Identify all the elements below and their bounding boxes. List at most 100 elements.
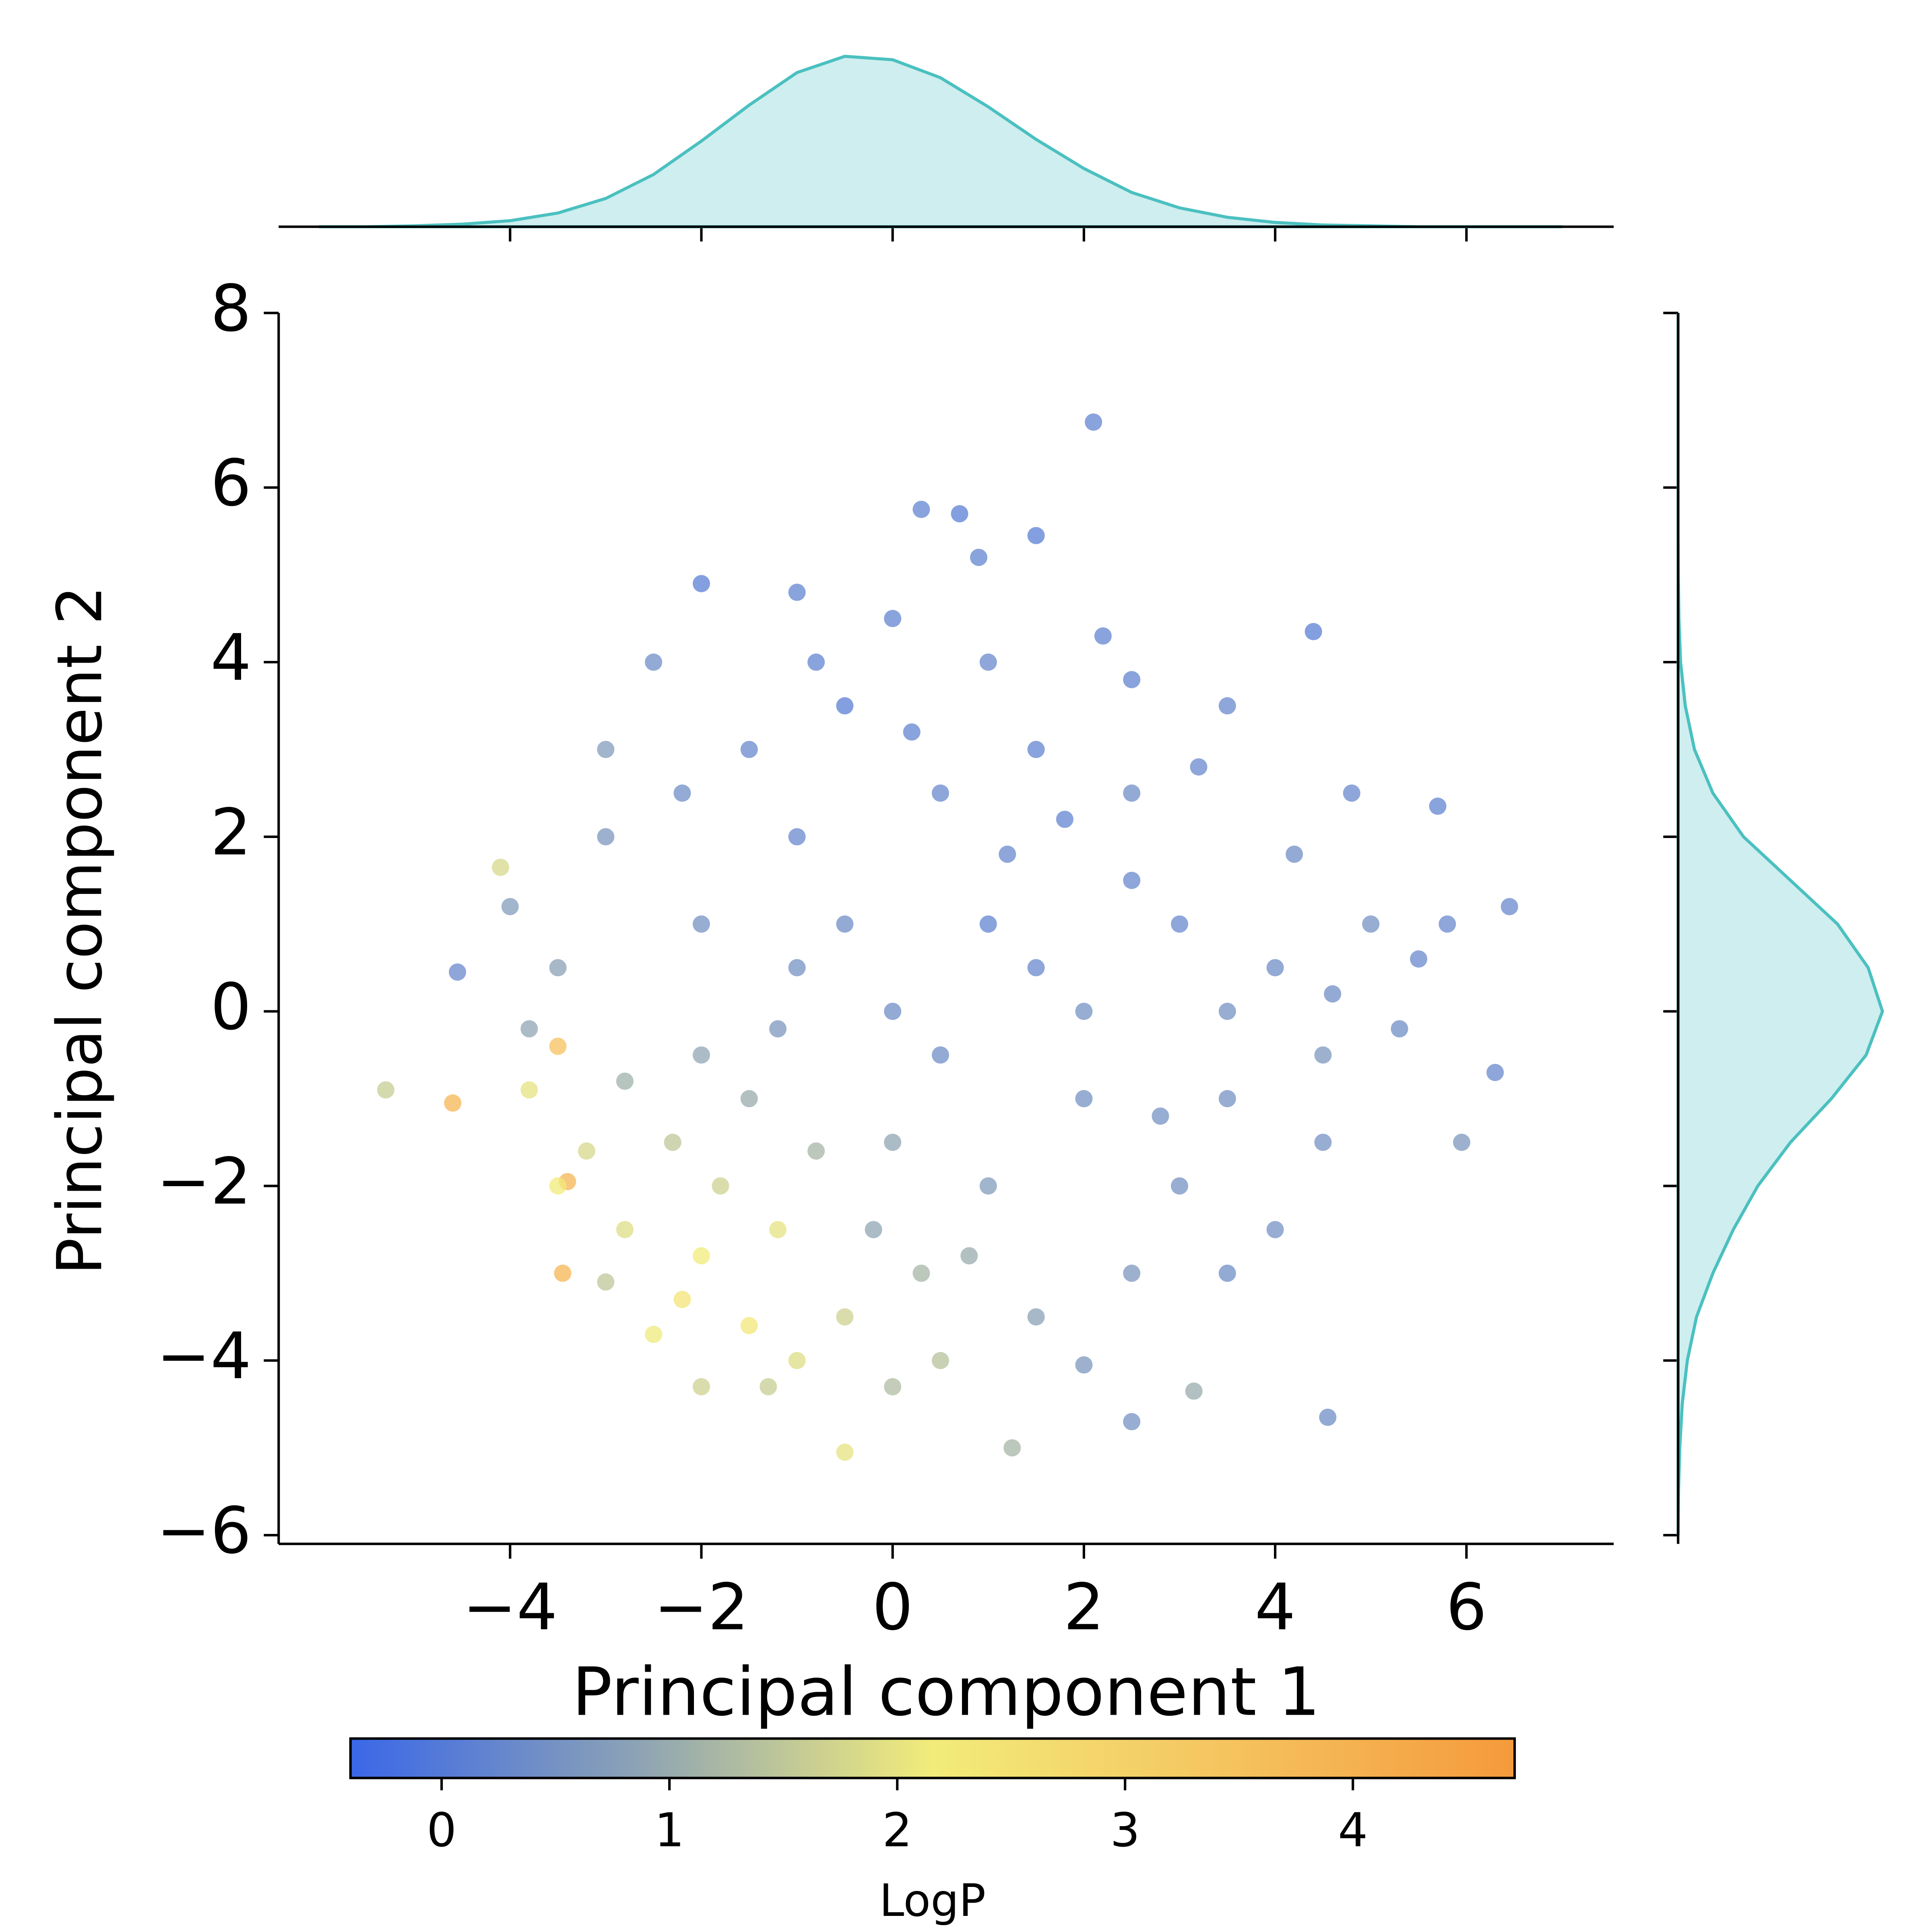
point	[1123, 1264, 1141, 1282]
point	[769, 1020, 787, 1038]
point	[1305, 623, 1322, 640]
point	[1123, 784, 1141, 802]
point	[836, 697, 854, 714]
point	[549, 959, 567, 976]
point	[970, 549, 988, 566]
y-tick-label: −2	[157, 1144, 252, 1219]
point	[884, 1133, 902, 1151]
point	[740, 1090, 758, 1107]
x-tick-label: 6	[1446, 1570, 1487, 1645]
point	[836, 1308, 854, 1326]
point	[520, 1081, 538, 1099]
y-tick-label: 4	[211, 620, 252, 695]
point	[673, 784, 691, 802]
point	[692, 1378, 710, 1395]
point	[836, 1443, 854, 1461]
point	[1027, 741, 1045, 758]
y-tick-label: −4	[157, 1319, 252, 1393]
point	[712, 1177, 729, 1195]
point	[740, 741, 758, 758]
point	[1003, 1439, 1021, 1457]
marginal-x-kde	[319, 55, 1562, 229]
point	[931, 1046, 949, 1064]
point	[692, 1046, 710, 1064]
point	[597, 741, 615, 758]
point	[1218, 1264, 1236, 1282]
point	[807, 1142, 825, 1160]
point	[692, 1247, 710, 1265]
x-tick-label: −4	[462, 1570, 557, 1645]
point	[1266, 959, 1284, 976]
x-axis-label: Principal component 1	[572, 1653, 1320, 1731]
point	[1314, 1046, 1332, 1064]
point	[1362, 915, 1380, 933]
point	[1314, 1133, 1332, 1151]
point	[865, 1221, 882, 1238]
point	[1501, 898, 1518, 915]
point	[645, 653, 663, 671]
x-tick-label: 0	[872, 1570, 913, 1645]
point	[884, 610, 902, 627]
point	[449, 963, 466, 981]
y-tick-label: 0	[211, 970, 252, 1044]
point	[979, 653, 997, 671]
point	[501, 898, 519, 915]
point	[492, 859, 510, 876]
point	[1075, 1003, 1093, 1020]
y-tick-label: 2	[211, 795, 252, 870]
point	[1170, 1177, 1189, 1195]
y-tick-label: 8	[211, 271, 252, 346]
y-tick-label: −6	[157, 1493, 252, 1568]
point	[1123, 671, 1141, 688]
point	[1027, 959, 1045, 976]
point	[673, 1290, 691, 1308]
point	[903, 723, 921, 741]
point	[1218, 697, 1236, 714]
point	[1343, 784, 1360, 802]
y-tick-label: 6	[211, 446, 252, 521]
point	[1170, 915, 1189, 933]
point	[1391, 1020, 1408, 1038]
point	[1075, 1356, 1093, 1374]
point	[769, 1221, 787, 1238]
point	[1218, 1090, 1236, 1107]
point	[578, 1142, 595, 1160]
point	[912, 501, 930, 518]
point	[884, 1378, 902, 1395]
point	[1486, 1064, 1504, 1081]
point	[1027, 527, 1045, 545]
point	[377, 1081, 394, 1099]
point	[884, 1003, 902, 1020]
point	[1453, 1133, 1470, 1151]
point	[1429, 797, 1447, 815]
point	[999, 845, 1016, 863]
colorbar-tick-label: 2	[882, 1803, 912, 1858]
point	[1439, 915, 1456, 933]
point	[664, 1133, 681, 1151]
point	[1319, 1408, 1337, 1426]
colorbar-tick-label: 1	[654, 1803, 684, 1858]
point	[979, 1177, 997, 1195]
point	[692, 575, 710, 592]
point	[1410, 950, 1428, 968]
colorbar-tick-label: 4	[1338, 1803, 1368, 1858]
colorbar-label: LogP	[879, 1875, 986, 1927]
colorbar	[349, 1737, 1516, 1779]
point	[951, 505, 968, 522]
point	[807, 653, 825, 671]
y-axis-label: Principal component 2	[44, 586, 116, 1275]
point	[788, 1352, 806, 1369]
point	[1075, 1090, 1093, 1107]
point	[549, 1038, 567, 1055]
x-tick-label: 2	[1063, 1570, 1104, 1645]
point	[912, 1264, 930, 1282]
point	[549, 1177, 567, 1195]
point	[788, 584, 806, 601]
point	[931, 1352, 949, 1369]
point	[1123, 871, 1141, 889]
point	[931, 784, 949, 802]
colorbar-tick-label: 0	[427, 1803, 456, 1858]
colorbar-tick-label: 3	[1110, 1803, 1140, 1858]
point	[645, 1325, 663, 1343]
